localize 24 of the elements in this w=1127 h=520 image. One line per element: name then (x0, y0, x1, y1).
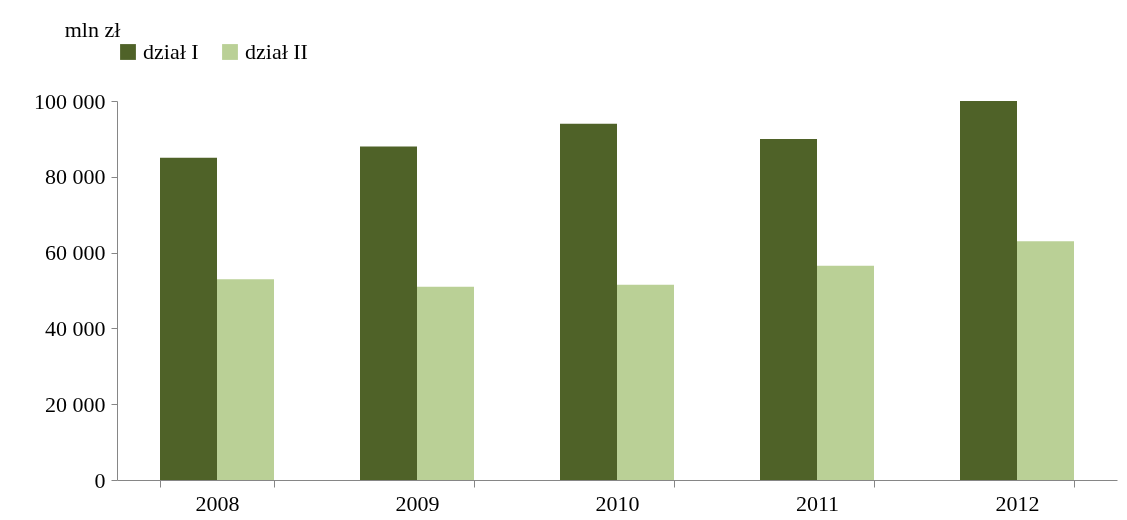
y-tick-label: 20 000 (45, 391, 106, 417)
y-tick-label: 40 000 (45, 315, 106, 341)
bar (217, 279, 274, 480)
bar (617, 284, 674, 480)
x-tick-label: 2010 (595, 490, 640, 516)
x-tick-label: 2011 (795, 490, 840, 516)
y-tick-label: 100 000 (34, 88, 106, 114)
x-tick-label: 2012 (995, 490, 1040, 516)
bar (360, 146, 417, 480)
y-tick-label: 80 000 (45, 164, 106, 190)
x-tick-label: 2008 (195, 490, 240, 516)
x-tick-label: 2009 (395, 490, 440, 516)
legend-label: dział I (143, 39, 199, 64)
bar (417, 286, 474, 480)
bar (817, 265, 874, 480)
y-axis-title: mln zł (64, 16, 121, 42)
legend-label: dział II (245, 39, 308, 64)
y-tick-label: 0 (94, 467, 106, 493)
bar (760, 138, 817, 480)
bar (1017, 241, 1074, 480)
y-tick-label: 60 000 (45, 240, 106, 266)
bar (960, 101, 1017, 480)
bar (560, 123, 617, 480)
bar (160, 157, 217, 480)
